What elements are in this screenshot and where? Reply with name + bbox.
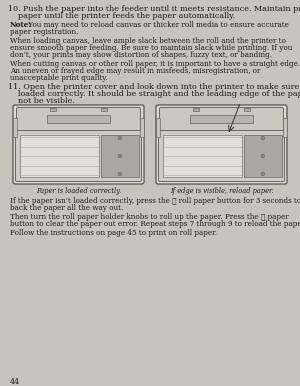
Circle shape (118, 172, 122, 176)
Bar (140, 118, 144, 137)
Text: ensure smooth paper feeding. Be sure to maintain slack while printing. If you: ensure smooth paper feeding. Be sure to … (10, 44, 292, 52)
Bar (101, 108, 107, 111)
Text: You may need to reload canvas or thicker roll media to ensure accurate: You may need to reload canvas or thicker… (26, 21, 289, 29)
Text: Follow the instructions on page 45 to print on roll paper.: Follow the instructions on page 45 to pr… (10, 229, 217, 237)
Circle shape (118, 154, 122, 158)
Bar (20, 135, 99, 177)
Text: don’t, your prints may show distortion of shapes, fuzzy text, or banding.: don’t, your prints may show distortion o… (10, 51, 272, 59)
FancyBboxPatch shape (16, 130, 142, 181)
Circle shape (261, 154, 265, 158)
Text: An uneven or frayed edge may result in misfeeds, misregistration, or: An uneven or frayed edge may result in m… (10, 67, 260, 75)
Bar (193, 108, 199, 111)
Bar (156, 118, 160, 137)
Circle shape (118, 136, 122, 140)
Text: When cutting canvas or other roll paper, it is important to have a straight edge: When cutting canvas or other roll paper,… (10, 60, 300, 68)
Text: paper until the printer feeds the paper automatically.: paper until the printer feeds the paper … (8, 12, 235, 20)
Text: 11. Open the printer cover and look down into the printer to make sure the paper: 11. Open the printer cover and look down… (8, 83, 300, 91)
Text: back the paper all the way out.: back the paper all the way out. (10, 204, 123, 212)
Text: not be visible.: not be visible. (8, 97, 75, 105)
Text: Then turn the roll paper holder knobs to roll up the paper. Press the ⓡ paper: Then turn the roll paper holder knobs to… (10, 213, 289, 221)
FancyBboxPatch shape (160, 107, 284, 132)
FancyBboxPatch shape (158, 130, 284, 181)
FancyBboxPatch shape (13, 105, 144, 184)
Text: If edge is visible, reload paper.: If edge is visible, reload paper. (170, 187, 273, 195)
Circle shape (261, 172, 265, 176)
Text: button to clear the paper out error. Repeat steps 7 through 9 to reload the pape: button to clear the paper out error. Rep… (10, 220, 300, 228)
Bar (283, 118, 287, 137)
Bar (244, 135, 282, 177)
Text: Paper is loaded correctly.: Paper is loaded correctly. (36, 187, 121, 195)
Bar (244, 108, 250, 111)
Bar (101, 135, 139, 177)
FancyBboxPatch shape (156, 105, 287, 184)
Text: paper registration.: paper registration. (10, 28, 78, 36)
Text: unacceptable print quality.: unacceptable print quality. (10, 74, 108, 82)
Text: 44: 44 (10, 378, 20, 386)
Text: When loading canvas, leave ample slack between the roll and the printer to: When loading canvas, leave ample slack b… (10, 37, 286, 45)
Text: 10. Push the paper into the feeder until it meets resistance. Maintain pressure : 10. Push the paper into the feeder until… (8, 5, 300, 13)
Bar (163, 135, 242, 177)
Text: loaded correctly. It should be straight and the leading edge of the paper should: loaded correctly. It should be straight … (8, 90, 300, 98)
Bar (47, 115, 110, 123)
Bar (13, 118, 17, 137)
Bar (50, 108, 56, 111)
Bar (190, 115, 253, 123)
FancyBboxPatch shape (16, 107, 140, 132)
Circle shape (261, 136, 265, 140)
Text: Note:: Note: (10, 21, 32, 29)
Text: If the paper isn’t loaded correctly, press the ⓡ roll paper button for 3 seconds: If the paper isn’t loaded correctly, pre… (10, 197, 300, 205)
